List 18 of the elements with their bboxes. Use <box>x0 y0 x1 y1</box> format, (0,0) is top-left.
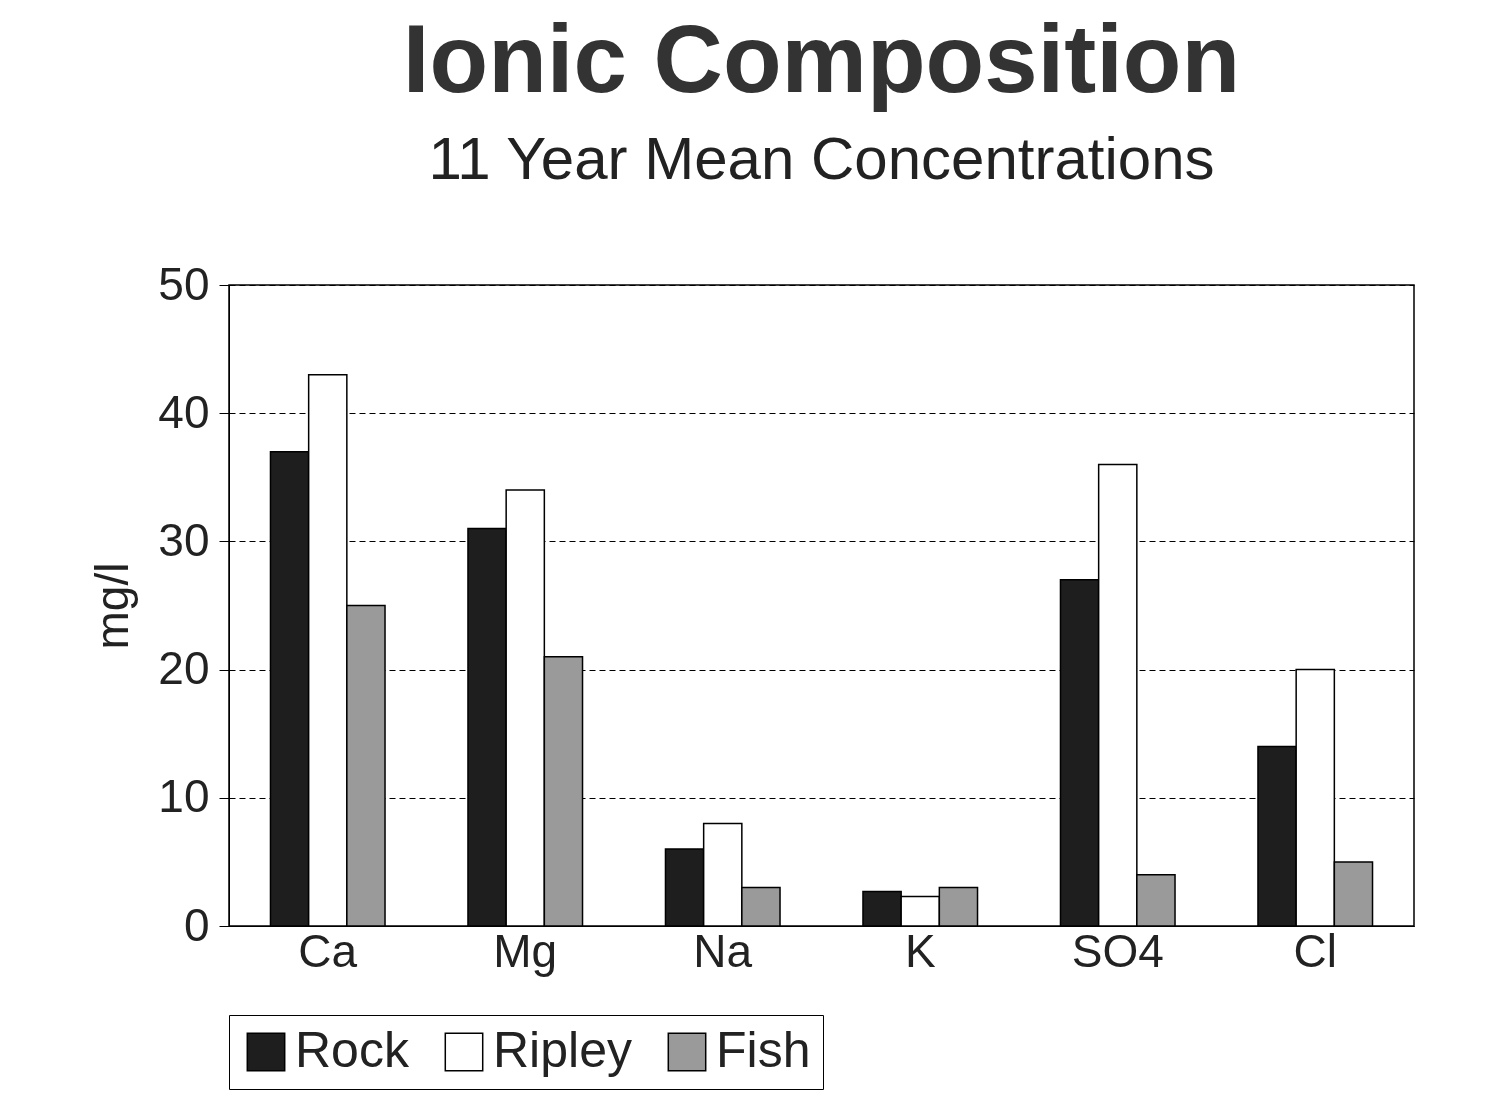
y-tick-label: 40 <box>158 385 210 438</box>
y-tick-label: 20 <box>158 642 210 695</box>
x-tick-label: Cl <box>1293 924 1337 977</box>
x-tick-label: Na <box>693 924 753 977</box>
y-tick-label: 50 <box>158 257 210 310</box>
y-tick-label: 30 <box>158 513 210 566</box>
y-tick-label: 10 <box>158 770 210 823</box>
y-tick-label: 0 <box>183 898 210 951</box>
y-axis-title: mg/l <box>86 562 139 650</box>
legend-label: Rock <box>295 1022 410 1078</box>
x-tick-label: Ca <box>298 924 358 977</box>
chart-title: Ionic Composition <box>402 5 1241 112</box>
x-tick-label: K <box>904 924 936 977</box>
legend-label: Ripley <box>493 1022 632 1078</box>
chart-subtitle: 11 Year Mean Concentrations <box>428 125 1215 192</box>
legend-label: Fish <box>716 1022 811 1078</box>
x-tick-label: Mg <box>493 924 558 977</box>
x-tick-label: SO4 <box>1071 924 1164 977</box>
